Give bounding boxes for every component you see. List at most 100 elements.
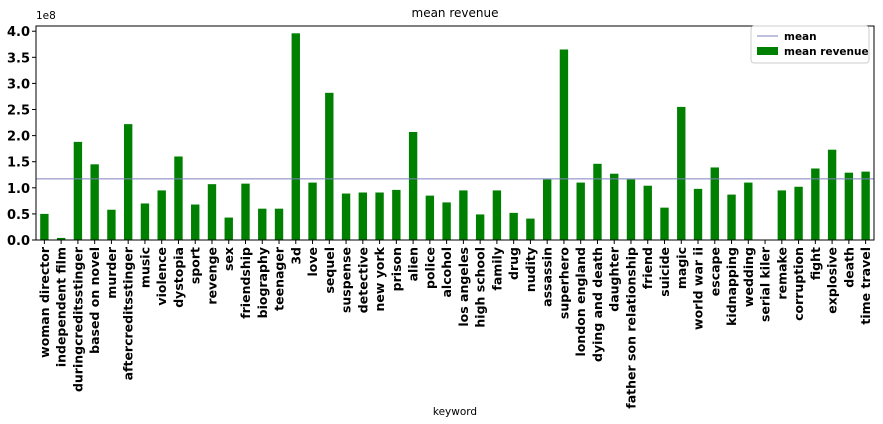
x-tick-label: drug	[506, 247, 521, 280]
y-tick-label: 3.0	[7, 77, 30, 92]
x-tick-label: corruption	[791, 247, 806, 321]
x-tick-label: friendship	[238, 247, 253, 319]
x-tick-label: police	[422, 247, 437, 289]
x-tick-label: suicide	[657, 247, 672, 297]
x-tick-label: nudity	[523, 247, 538, 292]
bar	[811, 168, 820, 240]
bar	[157, 190, 166, 240]
bar	[643, 185, 652, 240]
bar	[191, 204, 200, 240]
x-tick-label: love	[305, 247, 320, 277]
y-offset-label: 1e8	[36, 10, 56, 22]
x-tick-label: world war ii	[691, 247, 706, 330]
x-tick-label: murder	[104, 246, 119, 299]
bar	[291, 33, 300, 241]
x-tick-label: superhero	[556, 247, 571, 319]
bar	[56, 237, 66, 240]
legend-bar-swatch	[757, 47, 778, 55]
legend-mean-label: mean	[784, 31, 817, 43]
x-tick-label: independent film	[54, 247, 69, 367]
y-tick-label: 4.0	[7, 25, 30, 40]
legend-box	[750, 25, 870, 64]
x-tick-label: biography	[255, 247, 270, 318]
x-tick-label: prison	[389, 247, 404, 291]
x-tick-label: explosive	[825, 247, 840, 314]
bar	[542, 179, 552, 240]
x-axis-label: keyword	[433, 406, 477, 418]
y-tick-label: 0.0	[7, 234, 30, 249]
bar	[827, 149, 837, 240]
bar	[794, 186, 803, 240]
bar	[744, 182, 753, 240]
bar	[459, 190, 468, 240]
bar	[861, 171, 870, 240]
x-tick-label: sport	[188, 247, 203, 284]
x-tick-label: revenge	[204, 247, 219, 305]
bar	[526, 218, 535, 240]
y-tick-label: 2.5	[7, 104, 30, 119]
x-tick-label: alien	[406, 247, 421, 281]
x-tick-label: dying and death	[590, 247, 605, 362]
x-tick-label: fight	[808, 247, 823, 280]
x-tick-label: dystopia	[171, 247, 186, 308]
bar	[40, 213, 49, 240]
bar	[576, 182, 585, 240]
bar	[392, 189, 401, 240]
bar	[123, 124, 133, 240]
bar	[258, 208, 267, 240]
x-tick-label: time travel	[858, 247, 873, 325]
bar	[475, 214, 485, 240]
x-tick-label: duringcreditsstinger	[70, 246, 85, 392]
x-tick-label: suspense	[339, 247, 354, 313]
x-tick-label: assassin	[540, 247, 555, 307]
x-tick-label: teenager	[272, 246, 287, 311]
x-tick-label: wedding	[741, 247, 756, 307]
x-tick-label: sequel	[322, 247, 337, 294]
bar	[274, 208, 284, 240]
bar	[710, 167, 719, 240]
y-axis: 0.0 0.5 1.0 1.5 2.0 2.5 3.0 3.5 4.0	[7, 25, 36, 249]
bar	[408, 131, 418, 240]
legend: mean mean revenue	[750, 25, 870, 64]
bar	[107, 209, 116, 240]
bar	[559, 49, 569, 240]
x-tick-label: music	[137, 247, 152, 288]
plot-frame	[35, 25, 875, 241]
x-tick-label: los angeles	[456, 247, 471, 327]
x-tick-label: escape	[707, 247, 722, 296]
bar	[358, 192, 368, 240]
bar	[492, 190, 502, 240]
bar	[777, 190, 787, 240]
chart-title: mean revenue	[412, 6, 499, 20]
y-tick-label: 1.0	[7, 182, 30, 197]
bar	[425, 195, 435, 240]
x-tick-label: detective	[355, 247, 370, 313]
bar	[174, 156, 183, 240]
bar	[140, 203, 150, 240]
bar	[207, 184, 217, 240]
x-tick-label: daughter	[607, 246, 622, 312]
bar	[341, 193, 351, 240]
x-tick-label: kidnapping	[724, 247, 739, 326]
bar	[727, 194, 736, 240]
y-tick-label: 3.5	[7, 51, 30, 66]
bar	[509, 212, 518, 240]
bar	[593, 163, 602, 240]
bar	[241, 183, 250, 240]
bar	[308, 182, 317, 240]
x-tick-label: friend	[640, 247, 655, 289]
x-tick-label: high school	[473, 247, 488, 328]
bar	[610, 173, 619, 240]
x-tick-label: alcohol	[439, 247, 454, 298]
x-tick-label: death	[841, 247, 856, 288]
bar	[73, 141, 83, 240]
x-tick-label: violence	[154, 247, 169, 306]
bars-group	[40, 33, 870, 241]
y-tick-label: 2.0	[7, 130, 30, 145]
bar	[442, 202, 451, 240]
x-tick-label: 3d	[288, 247, 303, 265]
bar	[90, 164, 99, 240]
bar	[224, 217, 233, 240]
x-tick-label: new york	[372, 246, 387, 311]
